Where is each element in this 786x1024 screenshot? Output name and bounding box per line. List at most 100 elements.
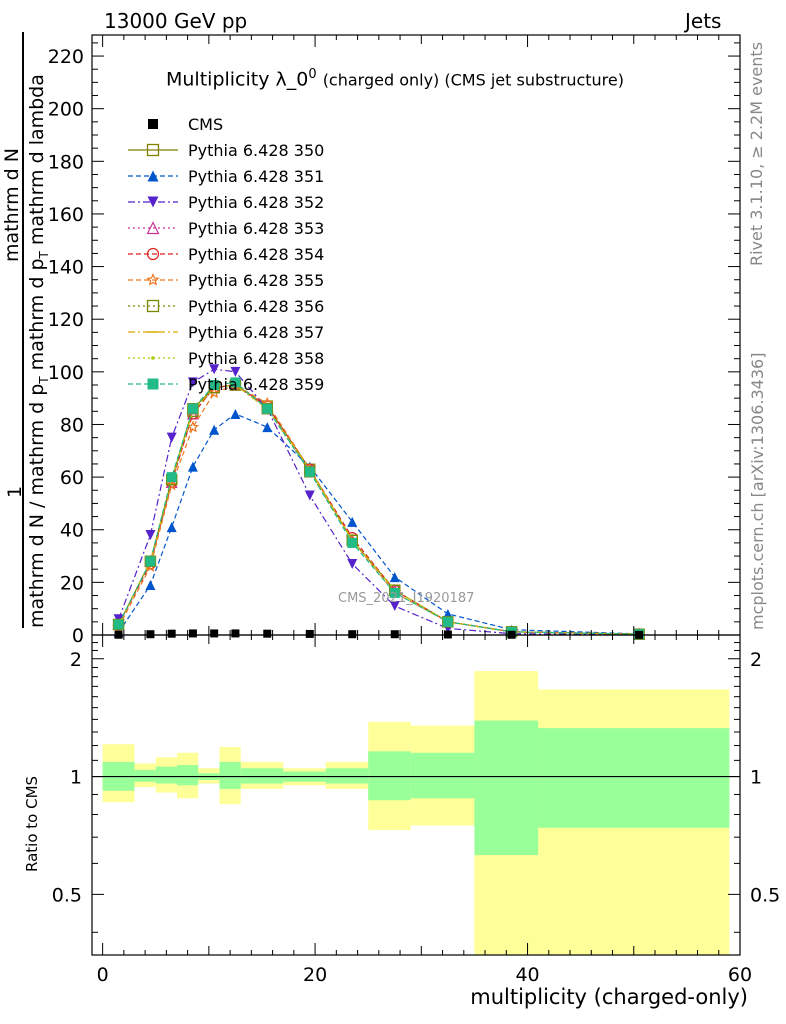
upper-y-tick-label: 60 [60,467,84,489]
header-left-label: 13000 GeV pp [104,9,248,33]
ratio-frame [91,634,741,956]
x-tick-label: 20 [303,964,327,986]
series-point [209,364,220,375]
mcplots-label: mcplots.cern.ch [arXiv:1306.3436] [748,352,767,630]
ratio-y-tick-label-right: 1 [750,767,762,789]
series-point [166,472,177,483]
series-point [187,461,198,472]
series-point [145,580,156,590]
ratio-inner-band [155,766,177,784]
cms-point [188,629,197,638]
upper-y-tick-label: 20 [60,572,84,594]
legend-label: Pythia 6.428 357 [188,323,324,342]
rivet-version-label: Rivet 3.1.10, ≥ 2.2M events [747,41,766,266]
series-point [262,422,273,433]
ratio-y-tick-label: 0.5 [52,884,82,906]
series-point [186,420,200,433]
upper-y-tick-label: 180 [48,151,84,173]
series-point [166,522,177,533]
series-point [187,403,198,414]
upper-y-tick-label: 0 [72,625,84,647]
cms-point [263,629,272,638]
ratio-y-tick-label: 2 [70,649,82,671]
legend-label: Pythia 6.428 358 [188,349,324,368]
legend-marker [148,119,158,129]
legend-label: Pythia 6.428 356 [188,297,324,316]
ratio-inner-band [134,769,156,782]
ratio-y-tick-label: 1 [70,767,82,789]
ratio-inner-band [176,765,199,786]
legend-marker [151,356,155,360]
series-point [187,377,198,388]
ratio-uncertainty-bands [92,671,740,955]
series-point [145,556,156,567]
legend-label: Pythia 6.428 353 [188,219,324,238]
x-axis-title: multiplicity (charged-only) [470,985,748,1009]
ratio-inner-band [219,761,241,789]
legend-marker [146,221,160,235]
ratio-inner-band [538,728,730,828]
series-point [113,619,124,630]
series-point [262,403,273,414]
legend-label: CMS [188,115,223,134]
legend-label: Pythia 6.428 351 [188,167,324,186]
plot-title: Multiplicity λ_00 (charged only) (CMS je… [166,67,624,90]
series-point [230,377,241,388]
upper-y-tick-label: 200 [48,99,84,121]
plot-title-small: (charged only) (CMS jet substructure) [322,70,624,90]
cms-point [210,629,219,638]
legend-label: Pythia 6.428 350 [188,141,324,160]
ratio-inner-band [368,751,411,801]
reference-name-label: CMS_2021_I1920187 [338,591,475,606]
series-point [145,530,156,540]
ratio-y-axis-title: Ratio to CMS [23,775,41,872]
series-point [230,408,241,419]
legend-label: Pythia 6.428 359 [188,375,324,394]
cms-point [390,630,399,639]
ratio-inner-band [410,752,475,799]
y-axis-title-line2: mathrm d N [1,148,23,262]
series-point [389,572,400,583]
series-point [304,466,315,477]
series-point [347,537,358,548]
legend-marker [146,272,160,286]
legend-label: Pythia 6.428 352 [188,193,324,212]
upper-y-tick-label: 220 [48,46,84,68]
upper-y-tick-label: 40 [60,520,84,542]
series-point [230,366,241,377]
ratio-inner-band [474,720,539,856]
cms-point [305,629,314,638]
header-right-label: Jets [685,9,722,33]
legend-marker [147,196,159,208]
series-point [389,587,400,598]
cms-point [167,629,176,638]
series-point [207,386,221,399]
legend-label: Pythia 6.428 355 [188,271,324,290]
upper-y-tick-label: 80 [60,414,84,436]
cms-point [348,630,357,639]
upper-y-tick-label: 140 [48,257,84,279]
series-point [442,616,453,627]
legend-label: Pythia 6.428 354 [188,245,324,264]
series-point [165,478,178,491]
ratio-inner-band [325,768,369,784]
ratio-y-tick-label-right: 0.5 [750,884,780,906]
legend-marker [146,247,160,261]
series-point [304,490,315,501]
series-point [209,424,220,435]
series-point [347,558,358,569]
upper-y-tick-label: 120 [48,309,84,331]
legend-marker [147,170,159,182]
series-point [166,432,177,443]
axes-frames [91,34,741,956]
upper-y-tick-label: 100 [48,362,84,384]
legend-marker [146,143,160,157]
x-tick-label: 40 [515,964,539,986]
cms-point [231,629,240,638]
plot-title-main: Multiplicity λ_0 [166,68,309,91]
legend: CMS Pythia 6.428 350 Pythia 6.428 351 Pythi… [128,115,324,394]
legend-marker [146,299,160,313]
ratio-inner-band [240,768,284,784]
